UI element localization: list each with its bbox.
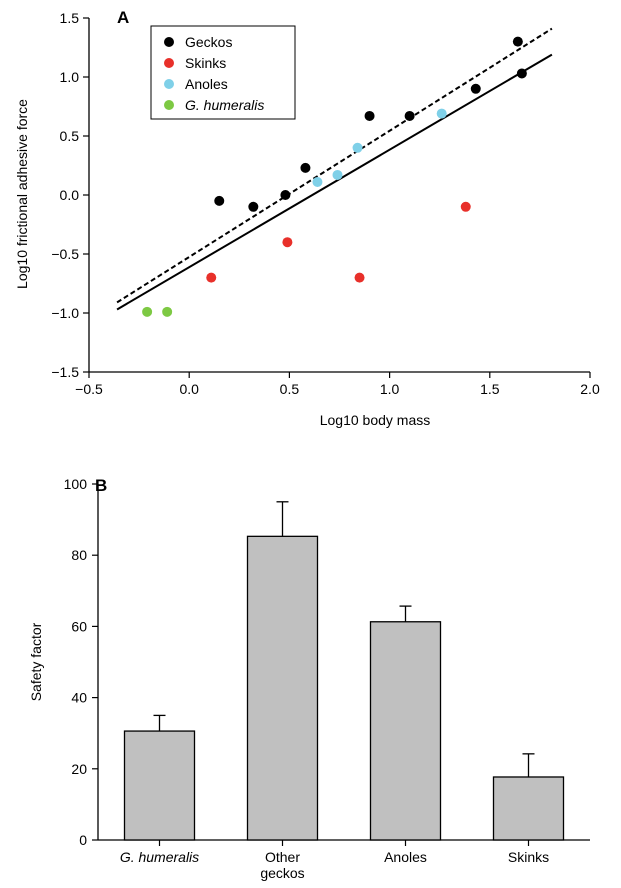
y-tick-label: −1.0	[51, 305, 79, 321]
data-point-anoles	[332, 169, 343, 180]
regression-lines	[116, 27, 553, 311]
panel-b-bar: B 0 20 40 60 80 100 G. humeralis Other geckos An…	[28, 476, 590, 881]
category-label-line: Other	[265, 849, 300, 865]
x-axis-label: Log10 body mass	[320, 412, 431, 428]
data-point-geckos	[512, 36, 523, 47]
bars: G. humeralis Other geckos Anoles Skinks	[120, 501, 565, 881]
category-label: Other geckos	[260, 849, 304, 881]
dashed-regression-line	[116, 27, 553, 304]
category-label-line: G. humeralis	[120, 849, 199, 865]
y-tick-label: 80	[71, 547, 87, 563]
data-point-g-humeralis	[162, 306, 173, 317]
y-tick-label: 20	[71, 761, 87, 777]
data-point-geckos	[364, 110, 375, 121]
x-tick-label: 0.5	[280, 381, 300, 397]
y-tick-label: 100	[64, 476, 88, 492]
category-label-line: geckos	[260, 865, 304, 881]
data-point-skinks	[206, 272, 217, 283]
data-point-geckos	[214, 195, 225, 206]
x-tick-label: −0.5	[75, 381, 103, 397]
data-point-geckos	[516, 68, 527, 79]
safety-factor-axis-label: Safety factor	[28, 622, 44, 701]
category-label: G. humeralis	[120, 849, 199, 865]
scatter-points	[142, 36, 527, 317]
data-point-skinks	[460, 201, 471, 212]
panel-a-axes: −0.5 0.0 0.5 1.0 1.5 2.0 −1.5 −1.0 −0.5 0.0 0.5 1.0…	[51, 10, 600, 397]
bar	[492, 776, 565, 841]
x-tick-label: 2.0	[580, 381, 600, 397]
data-point-geckos	[280, 190, 291, 200]
legend-marker	[164, 58, 174, 68]
data-point-skinks	[354, 272, 365, 283]
y-tick-label: 1.0	[60, 69, 80, 85]
y-tick-label: −0.5	[51, 246, 79, 262]
legend: Geckos Skinks Anoles G. humeralis	[150, 25, 296, 120]
y-tick-label: 0.0	[60, 187, 80, 203]
legend-label: Skinks	[185, 55, 226, 71]
data-point-anoles	[312, 177, 323, 188]
legend-marker	[164, 100, 174, 110]
category-label-line: Anoles	[384, 849, 427, 865]
legend-label: G. humeralis	[185, 97, 264, 113]
data-point-anoles	[436, 108, 447, 119]
panel-b-label: B	[95, 476, 107, 495]
legend-marker	[164, 79, 174, 89]
data-point-skinks	[282, 237, 293, 248]
y-tick-label: 1.5	[60, 10, 80, 26]
x-tick-label: 1.5	[480, 381, 500, 397]
y-tick-label: 40	[71, 690, 87, 706]
data-point-g-humeralis	[142, 306, 153, 317]
bar	[369, 621, 442, 841]
data-point-geckos	[470, 83, 481, 94]
category-label: Anoles	[384, 849, 427, 865]
y-axis-label: Log10 frictional adhesive force	[14, 99, 30, 289]
legend-label: Anoles	[185, 76, 228, 92]
data-point-geckos	[300, 162, 311, 173]
x-tick-label: 1.0	[380, 381, 400, 397]
y-tick-label: 60	[71, 618, 87, 634]
bar	[246, 535, 319, 841]
y-tick-label: 0	[79, 832, 87, 848]
data-point-anoles	[352, 142, 363, 153]
bar	[123, 730, 196, 841]
data-point-geckos	[248, 201, 259, 212]
y-tick-label: −1.5	[51, 364, 79, 380]
panel-a-label: A	[117, 8, 129, 27]
data-point-geckos	[404, 110, 415, 121]
category-label: Skinks	[508, 849, 549, 865]
legend-label: Geckos	[185, 34, 232, 50]
x-tick-label: 0.0	[179, 381, 199, 397]
category-label-line: Skinks	[508, 849, 549, 865]
y-tick-label: 0.5	[60, 128, 80, 144]
panel-a-scatter: A −0.5 0.0 0.5 1.0 1.5 2.0 −1.5 −1.0 −0.5 0.0 0.5 1…	[14, 8, 600, 428]
legend-box	[150, 25, 296, 120]
solid-regression-line	[116, 53, 553, 311]
legend-marker	[164, 37, 174, 47]
